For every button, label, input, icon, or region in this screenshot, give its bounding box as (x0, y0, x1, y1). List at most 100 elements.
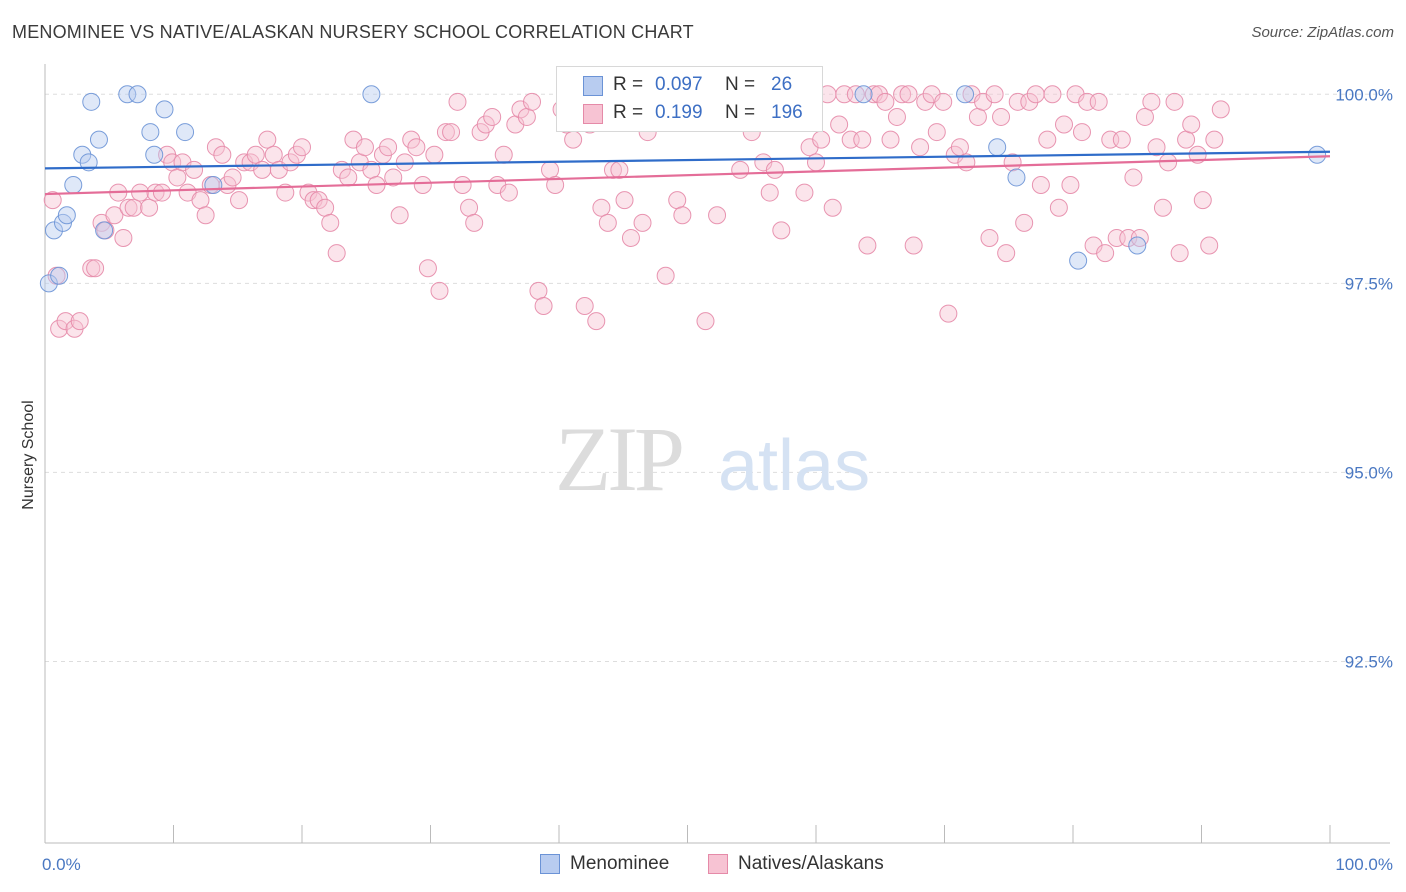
natives-point (483, 107, 502, 126)
menominee-points (39, 85, 1327, 293)
natives-point (1200, 236, 1219, 255)
n-label: N = (725, 102, 756, 123)
natives-point (339, 168, 358, 187)
chart-title: MENOMINEE VS NATIVE/ALASKAN NURSERY SCHO… (12, 22, 694, 42)
natives-point (853, 130, 872, 149)
menominee-point (118, 85, 137, 104)
natives-point (1170, 244, 1189, 263)
natives-point (760, 183, 779, 202)
n-value: 26 (771, 74, 793, 95)
natives-point (1177, 130, 1196, 149)
natives-point (564, 130, 583, 149)
natives-point (309, 191, 328, 210)
natives-point (887, 107, 906, 126)
menominee-point (176, 123, 195, 142)
natives-point (321, 213, 340, 232)
menominee-point (141, 123, 160, 142)
natives-point (465, 213, 484, 232)
natives-point (1072, 123, 1091, 142)
natives-point (418, 259, 437, 278)
natives-point (1193, 191, 1212, 210)
y-tick-label: 92.5% (1345, 652, 1393, 671)
natives-point (731, 160, 750, 179)
natives-point (114, 228, 133, 247)
stats-legend: R = 0.097 N = 26 R = 0.199 N = 196 (556, 66, 823, 132)
natives-point (615, 191, 634, 210)
axes (44, 64, 1390, 844)
natives-point (1112, 130, 1131, 149)
natives-point (1147, 138, 1166, 157)
menominee-swatch (583, 76, 603, 96)
menominee-point (854, 85, 873, 104)
natives-point (499, 183, 518, 202)
natives-point (50, 319, 69, 338)
menominee-point (956, 85, 975, 104)
menominee-point (64, 176, 83, 195)
y-tick-label: 95.0% (1345, 463, 1393, 482)
n-label: N = (725, 74, 756, 95)
natives-point (668, 191, 687, 210)
natives-point (196, 206, 215, 225)
menominee-point (95, 221, 114, 240)
natives-point (1038, 130, 1057, 149)
natives-point (534, 297, 553, 316)
natives-point (997, 244, 1016, 263)
natives-point (795, 183, 814, 202)
natives-point (1026, 85, 1045, 104)
natives-point (1135, 107, 1154, 126)
natives-point (140, 198, 159, 217)
natives-point (1165, 92, 1184, 111)
menominee-point (57, 206, 76, 225)
natives-point (869, 85, 888, 104)
series-legend: Menominee Natives/Alaskans (540, 852, 960, 876)
natives-point (1020, 92, 1039, 111)
natives-point (230, 191, 249, 210)
natives-point (124, 198, 143, 217)
menominee-point (204, 176, 223, 195)
menominee-point (155, 100, 174, 119)
natives-point (1061, 176, 1080, 195)
natives-point (191, 191, 210, 210)
natives-point (939, 304, 958, 323)
natives-point (281, 153, 300, 172)
x-tick-label: 100.0% (1335, 855, 1393, 874)
stats-row-menominee: R = 0.097 N = 26 (557, 73, 822, 99)
natives-point (927, 123, 946, 142)
natives-point (830, 115, 849, 134)
natives-point (185, 160, 204, 179)
natives-point (916, 92, 935, 111)
natives-point (105, 206, 124, 225)
natives-point (1159, 153, 1178, 172)
natives-point (425, 145, 444, 164)
menominee-point (988, 138, 1007, 157)
natives-point (1089, 92, 1108, 111)
natives-point (264, 145, 283, 164)
watermark: ZIP atlas (555, 408, 870, 510)
natives-point (476, 115, 495, 134)
menominee-point (73, 145, 92, 164)
natives-point (407, 138, 426, 157)
natives-point (293, 138, 311, 157)
r-label: R = (613, 74, 644, 95)
natives-point (168, 168, 187, 187)
menominee-point (128, 85, 147, 104)
natives-point (56, 312, 75, 331)
natives-point (131, 183, 150, 202)
natives-point (1130, 228, 1149, 247)
natives-point (1205, 130, 1224, 149)
x-tick-label: 0.0% (42, 855, 81, 874)
natives-point (587, 312, 606, 331)
natives-point (355, 138, 374, 157)
menominee-trend-line (44, 150, 1331, 170)
natives-point (1153, 198, 1172, 217)
natives-point (598, 213, 617, 232)
natives-point (1142, 92, 1161, 111)
natives-point (1031, 176, 1050, 195)
natives-point (448, 92, 467, 111)
source-label: Source: ZipAtlas.com (1251, 24, 1394, 41)
menominee-legend-swatch (540, 854, 560, 874)
natives-swatch (583, 104, 603, 124)
natives-point (772, 221, 791, 240)
r-value: 0.199 (655, 102, 703, 123)
